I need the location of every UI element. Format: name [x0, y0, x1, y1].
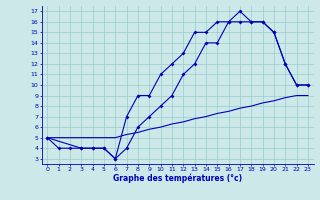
X-axis label: Graphe des températures (°c): Graphe des températures (°c): [113, 174, 242, 183]
